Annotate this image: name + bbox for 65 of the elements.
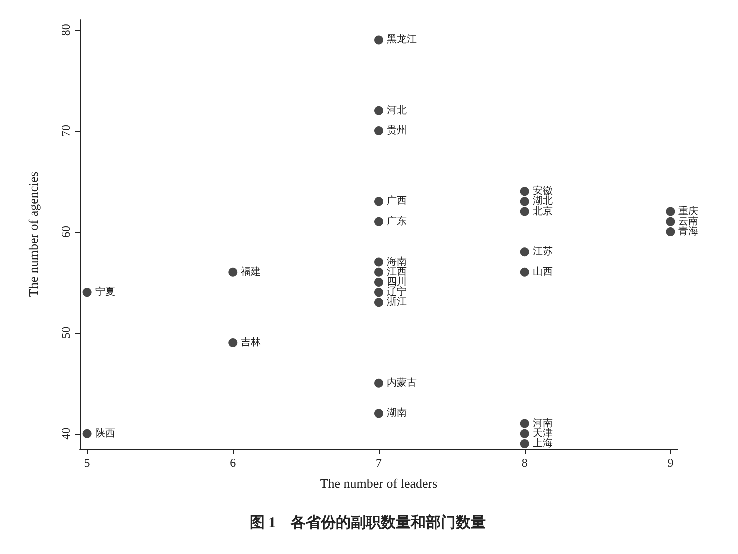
y-tick-label: 80 xyxy=(59,24,73,36)
annotation: 宁夏 xyxy=(95,286,116,298)
x-tick-label: 5 xyxy=(84,456,90,470)
point xyxy=(520,268,530,277)
annotation: 福建 xyxy=(241,266,262,278)
y-axis-title: The number of agencies xyxy=(26,172,41,298)
point xyxy=(374,126,384,136)
annotation: 重庆 xyxy=(678,205,699,218)
point xyxy=(520,429,530,438)
point xyxy=(520,187,530,196)
text: 图 1 各省份的副职数量和部门数量 xyxy=(250,514,486,532)
annotation: 青海 xyxy=(678,225,699,238)
annotation: 江西 xyxy=(387,266,407,278)
point xyxy=(666,227,676,236)
annotation: 湖南 xyxy=(387,407,407,420)
point xyxy=(520,207,530,216)
annotation: 广东 xyxy=(387,215,407,228)
annotation: 云南 xyxy=(678,215,699,228)
point xyxy=(374,278,384,287)
point xyxy=(666,217,676,226)
y-tick-label: 70 xyxy=(59,125,73,138)
point xyxy=(374,217,384,226)
y-tick-label: 40 xyxy=(59,428,73,440)
point xyxy=(374,409,384,418)
x-tick-label: 8 xyxy=(522,456,528,470)
annotation: 黑龙江 xyxy=(387,34,417,46)
y-tick-label: 50 xyxy=(59,326,73,339)
annotation: 陕西 xyxy=(95,427,116,440)
annotation: 湖北 xyxy=(532,195,553,208)
annotation: 河南 xyxy=(532,417,553,430)
annotation: 北京 xyxy=(532,205,553,218)
point xyxy=(520,197,530,206)
y-tick-label: 60 xyxy=(59,226,73,238)
annotation: 四川 xyxy=(387,276,407,288)
point xyxy=(374,106,384,116)
annotation: 内蒙古 xyxy=(387,376,417,389)
point xyxy=(374,197,384,206)
point xyxy=(520,439,530,448)
point xyxy=(374,298,384,308)
annotation: 上海 xyxy=(532,437,553,450)
annotation: 广西 xyxy=(387,195,407,208)
x-tick-label: 6 xyxy=(230,456,236,470)
point xyxy=(374,36,384,45)
point xyxy=(520,419,530,428)
x-tick-label: 7 xyxy=(376,456,382,470)
point xyxy=(228,338,238,348)
annotation: 吉林 xyxy=(241,336,262,349)
annotation: 贵州 xyxy=(387,124,407,137)
point xyxy=(82,429,92,438)
point xyxy=(82,288,92,298)
annotation: 天津 xyxy=(532,427,553,440)
point xyxy=(374,268,384,277)
point xyxy=(374,378,384,388)
x-tick-label: 9 xyxy=(668,456,674,470)
annotation: 河北 xyxy=(387,104,407,116)
point xyxy=(374,288,384,298)
annotation: 浙江 xyxy=(387,296,407,308)
x-axis-title: The number of leaders xyxy=(320,476,438,491)
point xyxy=(228,268,238,277)
annotation: 江苏 xyxy=(532,246,553,258)
point xyxy=(374,258,384,267)
annotation: 山西 xyxy=(532,266,553,278)
point xyxy=(666,207,676,216)
point xyxy=(520,248,530,257)
annotation: 海南 xyxy=(387,256,407,268)
